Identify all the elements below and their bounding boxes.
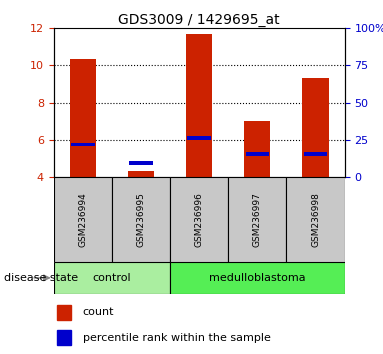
Bar	[57, 330, 71, 345]
Bar	[57, 305, 71, 320]
Text: percentile rank within the sample: percentile rank within the sample	[83, 333, 271, 343]
Bar	[129, 161, 153, 165]
Bar	[54, 177, 112, 262]
Bar	[187, 136, 211, 140]
Text: GSM236998: GSM236998	[311, 192, 320, 247]
Bar	[170, 177, 228, 262]
Bar	[303, 78, 329, 177]
Bar	[228, 177, 286, 262]
Bar	[304, 152, 327, 156]
Bar	[186, 34, 212, 177]
Text: disease state: disease state	[4, 273, 78, 283]
Bar	[246, 152, 269, 156]
Bar	[112, 177, 170, 262]
Bar	[54, 262, 170, 294]
Bar	[70, 59, 96, 177]
Text: count: count	[83, 307, 114, 317]
Text: GSM236995: GSM236995	[136, 192, 146, 247]
Text: control: control	[93, 273, 131, 283]
Text: GSM236996: GSM236996	[195, 192, 204, 247]
Bar	[71, 143, 95, 146]
Title: GDS3009 / 1429695_at: GDS3009 / 1429695_at	[118, 13, 280, 27]
Bar	[244, 121, 270, 177]
Text: medulloblastoma: medulloblastoma	[209, 273, 306, 283]
Bar	[170, 262, 345, 294]
Bar	[286, 177, 345, 262]
Text: GSM236997: GSM236997	[253, 192, 262, 247]
Bar	[128, 171, 154, 177]
Text: GSM236994: GSM236994	[78, 192, 87, 247]
